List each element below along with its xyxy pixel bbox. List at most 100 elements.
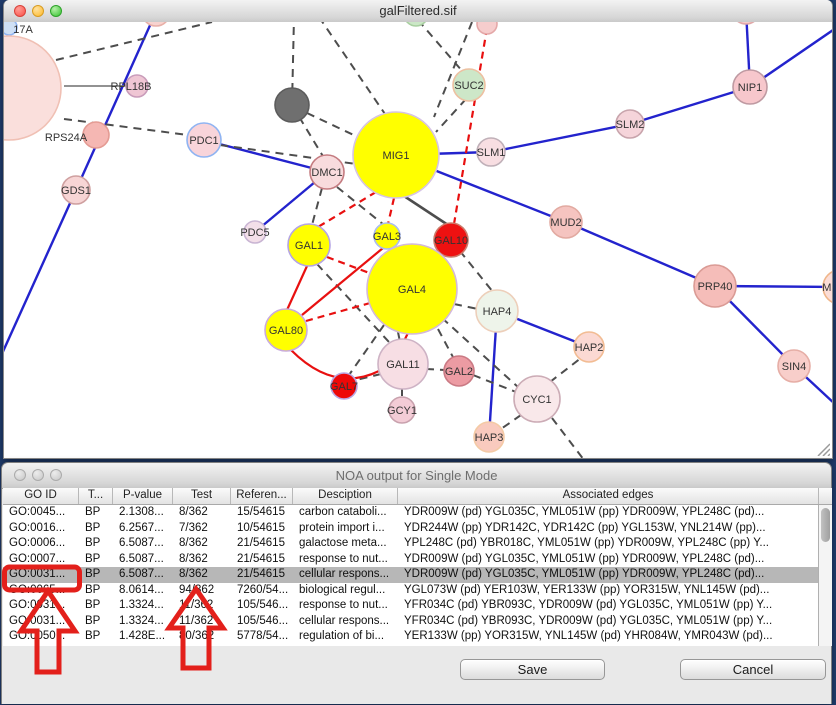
graph-node-PRP40[interactable] bbox=[693, 264, 737, 308]
graph-node-GAL10[interactable] bbox=[433, 222, 469, 258]
graph-node-SLM2[interactable] bbox=[615, 109, 645, 139]
graph-edge[interactable] bbox=[425, 368, 446, 371]
graph-node-HAP3[interactable] bbox=[473, 421, 505, 453]
graph-node-GCY1[interactable] bbox=[388, 396, 416, 424]
graph-node-SLM1[interactable] bbox=[476, 137, 506, 167]
graph-node-RPS24A[interactable] bbox=[82, 121, 110, 149]
graph-edge[interactable] bbox=[403, 194, 449, 227]
graph-edge[interactable] bbox=[453, 303, 479, 310]
resize-grip-icon[interactable] bbox=[815, 441, 830, 456]
column-header-desciption[interactable]: Desciption bbox=[293, 488, 398, 504]
graph-node-GDS1[interactable] bbox=[61, 175, 91, 205]
graph-edge[interactable] bbox=[437, 328, 455, 360]
graph-node-GAL3[interactable] bbox=[373, 222, 401, 250]
graph-node-GAL1[interactable] bbox=[287, 223, 331, 267]
graph-edge[interactable] bbox=[55, 22, 213, 61]
minimize-button-inactive[interactable] bbox=[32, 469, 44, 481]
graph-edge[interactable] bbox=[565, 220, 716, 288]
graph-edge[interactable] bbox=[291, 104, 325, 159]
graph-node-PDC1[interactable] bbox=[186, 122, 222, 158]
zoom-button-inactive[interactable] bbox=[50, 469, 62, 481]
table-row[interactable]: GO:0031... BP 1.3324... 11/362 105/546... cel… bbox=[3, 614, 818, 630]
graph-edge[interactable] bbox=[290, 349, 380, 380]
graph-node-nip-top-node[interactable] bbox=[732, 22, 760, 25]
noa-window-titlebar[interactable]: NOA output for Single Mode bbox=[2, 463, 831, 489]
graph-edge[interactable] bbox=[4, 189, 78, 367]
table-row[interactable]: GO:0065... BP 8.0614... 94/362 7260/54... bio… bbox=[3, 583, 818, 599]
graph-edge[interactable] bbox=[305, 301, 371, 323]
graph-node-HAP2[interactable] bbox=[573, 331, 605, 363]
graph-node-MIG1[interactable] bbox=[352, 111, 440, 199]
column-header-t[interactable]: T... bbox=[79, 488, 113, 504]
column-header-goid[interactable]: GO ID bbox=[3, 488, 79, 504]
graph-edge[interactable] bbox=[355, 373, 382, 381]
graph-node-MUD2[interactable] bbox=[549, 205, 583, 239]
graph-node-GAL11[interactable] bbox=[377, 338, 429, 390]
table-row[interactable]: GO:0045... BP 2.1308... 8/362 15/54615 carbon… bbox=[3, 505, 818, 521]
graph-node-big-left-node[interactable] bbox=[4, 35, 62, 141]
graph-node-PDC5[interactable] bbox=[243, 220, 267, 244]
close-button-inactive[interactable] bbox=[14, 469, 26, 481]
graph-edge[interactable] bbox=[348, 324, 385, 376]
graph-node-GAL7[interactable] bbox=[330, 372, 358, 400]
graph-node-HAP4[interactable] bbox=[475, 289, 519, 333]
graph-edge[interactable] bbox=[386, 197, 396, 225]
graph-edge[interactable] bbox=[285, 265, 309, 311]
column-header-test[interactable]: Test bbox=[173, 488, 231, 504]
graph-node-top-pink-node2[interactable] bbox=[476, 22, 498, 35]
graph-edge[interactable] bbox=[311, 187, 323, 226]
graph-node-top-green-node[interactable] bbox=[404, 22, 428, 27]
graph-edge[interactable] bbox=[450, 239, 494, 293]
graph-node-GAL80[interactable] bbox=[264, 308, 308, 352]
save-button[interactable]: Save bbox=[460, 659, 605, 680]
cancel-button[interactable]: Cancel bbox=[680, 659, 826, 680]
minimize-button[interactable] bbox=[32, 5, 44, 17]
graph-edge[interactable] bbox=[306, 112, 361, 139]
graph-edge[interactable] bbox=[74, 22, 156, 191]
graph-node-SIN4[interactable] bbox=[777, 349, 811, 383]
graph-node-GAL2[interactable] bbox=[443, 355, 475, 387]
graph-node-top-pink-node[interactable] bbox=[142, 22, 170, 27]
graph-edge[interactable] bbox=[326, 255, 373, 276]
scrollbar-thumb[interactable] bbox=[821, 508, 830, 542]
results-table[interactable]: GO:0045... BP 2.1308... 8/362 15/54615 carbon… bbox=[3, 505, 818, 646]
graph-edge[interactable] bbox=[319, 22, 388, 118]
graph-edge[interactable] bbox=[441, 317, 520, 389]
close-button[interactable] bbox=[14, 5, 26, 17]
graph-edge[interactable] bbox=[629, 85, 751, 126]
table-row[interactable]: GO:0031... BP 1.3324... 11/362 105/546... res… bbox=[3, 598, 818, 614]
graph-edge[interactable] bbox=[336, 186, 385, 226]
graph-edge[interactable] bbox=[551, 417, 584, 458]
vertical-scrollbar[interactable] bbox=[818, 505, 832, 646]
graph-node-MSI[interactable] bbox=[822, 270, 832, 304]
graph-edge[interactable] bbox=[435, 98, 467, 133]
graph-node-GAL4[interactable] bbox=[366, 243, 458, 335]
graph-edge[interactable] bbox=[316, 263, 390, 343]
graph-node-SUC2[interactable] bbox=[452, 68, 486, 102]
column-header-referen[interactable]: Referen... bbox=[231, 488, 293, 504]
graph-edge[interactable] bbox=[418, 22, 464, 73]
table-row[interactable]: GO:0031... BP 6.5087... 8/362 21/54615 cellul… bbox=[3, 567, 818, 583]
graph-node-corner-node[interactable] bbox=[4, 22, 18, 36]
graph-edge[interactable] bbox=[472, 374, 517, 393]
zoom-button[interactable] bbox=[50, 5, 62, 17]
graph-edge[interactable] bbox=[317, 191, 377, 228]
graph-edge[interactable] bbox=[500, 414, 522, 430]
graph-edge[interactable] bbox=[490, 122, 631, 154]
graph-node-NIP1[interactable] bbox=[732, 69, 768, 105]
table-row[interactable]: GO:0050... BP 1.428E... 80/362 5778/54... reg… bbox=[3, 629, 818, 645]
graph-node-CYC1[interactable] bbox=[513, 375, 561, 423]
graph-edge[interactable] bbox=[452, 27, 489, 225]
graph-edge[interactable] bbox=[549, 357, 582, 383]
table-row[interactable]: GO:0006... BP 6.5087... 8/362 21/54615 galact… bbox=[3, 536, 818, 552]
graph-window-titlebar[interactable]: galFiltered.sif bbox=[4, 0, 832, 23]
graph-node-RPL18B[interactable] bbox=[125, 74, 149, 98]
graph-node-gray-node[interactable] bbox=[274, 87, 310, 123]
column-header-associatededges[interactable]: Associated edges bbox=[398, 488, 819, 504]
network-canvas[interactable]: 17A RPL18B RPS24A GDS1 PDC1 DMC1 MIG1 SUC2 SLM1 S… bbox=[4, 22, 832, 458]
column-header-pvalue[interactable]: P-value bbox=[113, 488, 173, 504]
table-row[interactable]: GO:0016... BP 6.2567... 7/362 10/54615 protei… bbox=[3, 521, 818, 537]
graph-edge[interactable] bbox=[397, 331, 401, 343]
table-row[interactable]: GO:0007... BP 6.5087... 8/362 21/54615 respon… bbox=[3, 552, 818, 568]
graph-edge[interactable] bbox=[63, 118, 189, 136]
